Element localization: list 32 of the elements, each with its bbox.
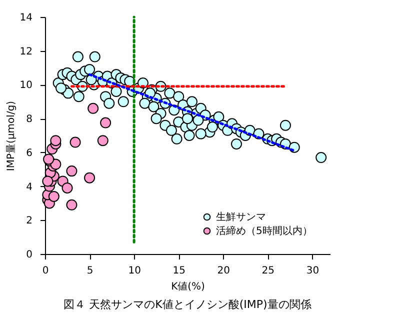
y-tick-label: 8 [26, 114, 32, 126]
x-tick-label: 10 [128, 266, 141, 276]
point [84, 172, 96, 184]
point [50, 135, 62, 146]
x-tick-label: 20 [217, 266, 230, 276]
point [88, 102, 99, 114]
y-tick-label: 0 [26, 250, 32, 260]
point [48, 190, 60, 202]
x-tick-label: 15 [172, 266, 186, 276]
legend-label: 生鮮サンマ [216, 211, 266, 223]
legend-label: 活締め（5時間以内） [216, 225, 312, 237]
y-tick-label: 2 [26, 216, 32, 227]
x-tick-label: 0 [42, 266, 49, 276]
y-axis-title: IMP量(μmol/g) [6, 100, 17, 172]
point [50, 158, 62, 170]
point [66, 166, 78, 177]
x-tick-label: 5 [86, 266, 94, 276]
x-tick-label: 25 [262, 266, 275, 276]
point [100, 117, 112, 128]
y-tick-label: 10 [20, 80, 32, 92]
text: 図４ 天然サンマのK値とイノシン酸(IMP)量の関係 [64, 298, 312, 311]
y-tick-label: 6 [26, 148, 32, 159]
x-axis-title: K値(%) [171, 280, 206, 292]
point [42, 176, 54, 187]
y-tick-label: 12 [20, 46, 32, 58]
y-tick-label: 14 [20, 12, 32, 24]
point [62, 182, 73, 194]
point [70, 136, 81, 148]
point [66, 199, 78, 210]
y-tick-label: 4 [26, 182, 32, 193]
x-tick-label: 30 [306, 266, 320, 276]
point [97, 135, 108, 146]
